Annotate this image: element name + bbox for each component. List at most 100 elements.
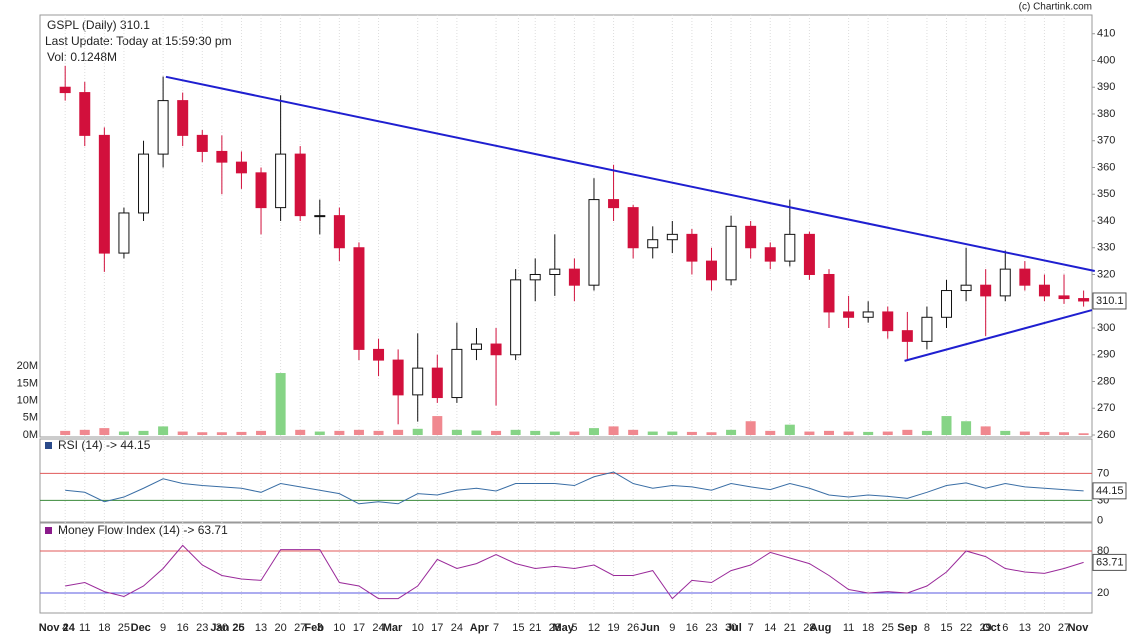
x-tick-label: 30 xyxy=(216,622,228,634)
candle-body xyxy=(901,330,913,342)
x-tick-label: 18 xyxy=(862,622,874,634)
candle-body xyxy=(98,134,110,254)
y-tick-label: 390 xyxy=(1097,81,1115,93)
month-label: Nov 24 xyxy=(39,622,76,634)
x-tick-label: 21 xyxy=(784,622,796,634)
x-tick-label: 29 xyxy=(980,622,992,634)
x-tick-label: 13 xyxy=(255,622,267,634)
volume-bar xyxy=(216,432,227,435)
indicator-line xyxy=(65,544,1084,600)
candle-body xyxy=(882,311,894,332)
volume-bar xyxy=(256,430,267,435)
volume-bar xyxy=(99,428,110,435)
candle-body xyxy=(157,100,169,155)
volume-bar xyxy=(510,429,521,435)
volume-bar xyxy=(412,428,423,435)
candle-body xyxy=(666,233,678,241)
month-label: Jan 25 xyxy=(210,622,244,634)
x-tick-label: 26 xyxy=(627,622,639,634)
candle-body xyxy=(784,233,796,262)
candle-body xyxy=(627,207,639,249)
candle-body xyxy=(235,161,247,174)
month-label: Oct xyxy=(982,622,1001,634)
x-tick-label: 10 xyxy=(412,622,424,634)
volume-bar xyxy=(1000,430,1011,435)
x-tick-label: 5 xyxy=(571,622,577,634)
month-label: Mar xyxy=(383,622,403,634)
x-tick-label: 16 xyxy=(686,622,698,634)
y-tick-label: 70 xyxy=(1097,467,1109,479)
volume-bar xyxy=(902,429,913,435)
x-tick-label: 7 xyxy=(493,622,499,634)
volume-tick-label: 5M xyxy=(23,412,38,424)
x-tick-label: 24 xyxy=(372,622,384,634)
x-tick-label: 18 xyxy=(98,622,110,634)
candle-body xyxy=(451,348,463,399)
x-tick-label: 27 xyxy=(1058,622,1070,634)
month-label: May xyxy=(552,622,574,634)
indicator-badge: 63.71 xyxy=(1096,556,1124,568)
candle-body xyxy=(843,311,855,318)
x-tick-label: 17 xyxy=(431,622,443,634)
volume-bar xyxy=(432,416,443,435)
volume-bar xyxy=(961,421,972,435)
y-tick-label: 370 xyxy=(1097,135,1115,147)
candle-body xyxy=(373,348,385,361)
volume-bar xyxy=(726,429,737,435)
subtitle: Last Update: Today at 15:59:30 pm xyxy=(45,34,232,48)
x-tick-label: 6 xyxy=(1002,622,1008,634)
volume-bar xyxy=(686,431,697,435)
candle-body xyxy=(79,92,91,136)
candle-body xyxy=(862,311,874,318)
x-tick-label: 15 xyxy=(940,622,952,634)
rsi-title: RSI (14) -> 44.15 xyxy=(58,438,151,452)
candle-body xyxy=(1019,268,1031,286)
rsi-panel xyxy=(39,438,1093,523)
candle-body xyxy=(980,284,992,297)
x-tick-label: 25 xyxy=(882,622,894,634)
volume-bar xyxy=(647,431,658,435)
month-label: Feb xyxy=(304,622,324,634)
volume-bar xyxy=(275,373,286,435)
x-tick-label: 20 xyxy=(1038,622,1050,634)
candle-body xyxy=(412,367,424,396)
month-label: Jun xyxy=(640,622,660,634)
indicator-badge-box xyxy=(1092,553,1127,571)
y-tick-label: 410 xyxy=(1097,28,1115,40)
month-label: Dec xyxy=(131,622,151,634)
y-tick-label: 300 xyxy=(1097,322,1115,334)
candle-body xyxy=(588,199,600,286)
indicator-badge-box xyxy=(1092,482,1127,500)
month-label: Jul xyxy=(726,622,742,634)
x-tick-label: 16 xyxy=(177,622,189,634)
trendline xyxy=(904,309,1093,362)
volume-bar xyxy=(765,430,776,435)
y-tick-label: 290 xyxy=(1097,349,1115,361)
candle-body xyxy=(999,268,1011,297)
candle-body xyxy=(333,215,345,249)
candle-body xyxy=(470,343,482,350)
volume-bar xyxy=(451,429,462,435)
candle-body xyxy=(1058,295,1070,300)
volume-bar xyxy=(824,430,834,435)
candle-body xyxy=(725,225,737,281)
volume-bar xyxy=(491,430,502,435)
volume-bar xyxy=(236,431,247,435)
y-tick-label: 320 xyxy=(1097,268,1115,280)
legend-swatch xyxy=(45,527,52,534)
x-tick-label: 3 xyxy=(317,622,323,634)
x-tick-label: 4 xyxy=(62,622,68,634)
candle-body xyxy=(549,268,561,275)
candle-body xyxy=(921,316,933,342)
y-tick-label: 280 xyxy=(1097,375,1115,387)
volume-bar xyxy=(843,431,854,435)
candle-body xyxy=(255,172,267,209)
x-tick-label: 10 xyxy=(333,622,345,634)
volume-bar xyxy=(1019,431,1030,435)
volume-bar xyxy=(569,431,580,435)
candle-body xyxy=(392,359,404,396)
candle-body xyxy=(275,153,287,209)
candle-body xyxy=(431,367,443,399)
price-badge-box xyxy=(1092,292,1127,310)
candle-body xyxy=(941,290,953,318)
